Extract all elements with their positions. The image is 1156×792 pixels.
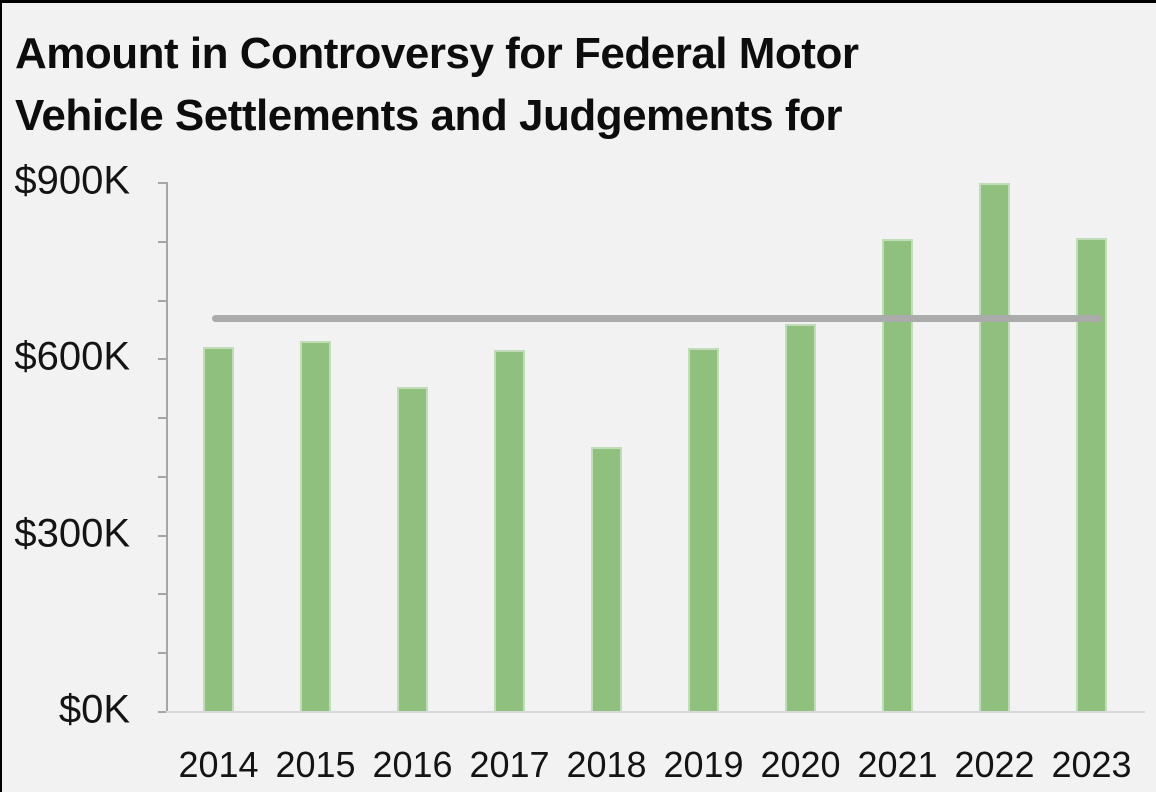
chart-title-line2: Vehicle Settlements and Judgements for	[15, 91, 843, 140]
y-tick-label: $300K	[14, 511, 130, 556]
x-axis-line	[166, 711, 1145, 713]
bar-2018	[591, 446, 622, 711]
y-tick-label: $600K	[14, 334, 130, 379]
x-tick-label: 2021	[857, 744, 938, 785]
bar-2020	[785, 324, 816, 711]
average-reference-line	[212, 315, 1102, 323]
x-tick-label: 2014	[178, 744, 259, 785]
x-tick-label: 2019	[663, 744, 744, 785]
x-tick-label: 2020	[760, 744, 841, 785]
y-axis-tick	[158, 652, 166, 655]
y-axis-tick	[158, 182, 166, 184]
y-axis-tick	[158, 240, 166, 243]
y-tick-label: $0K	[58, 687, 130, 732]
x-tick-label: 2022	[954, 744, 1035, 785]
y-axis-tick	[158, 534, 166, 537]
y-axis-tick	[158, 417, 166, 420]
x-tick-label: 2023	[1051, 744, 1132, 785]
x-tick-label: 2015	[275, 744, 356, 785]
bar-2019	[688, 348, 719, 711]
y-axis-tick	[158, 475, 166, 478]
bar-2022	[979, 183, 1010, 711]
bar-2016	[397, 387, 428, 711]
y-tick-label: $900K	[14, 158, 130, 203]
chart-title: Amount in Controversy for Federal Motor …	[15, 23, 859, 147]
y-axis-tick	[158, 593, 166, 596]
bar-2021	[882, 239, 913, 711]
x-tick-label: 2016	[372, 744, 453, 785]
x-tick-label: 2018	[566, 744, 647, 785]
bar-2015	[300, 341, 331, 711]
y-axis-tick	[158, 711, 166, 713]
y-axis-line	[166, 182, 168, 713]
chart-title-line1: Amount in Controversy for Federal Motor	[15, 29, 859, 78]
bar-2023	[1076, 237, 1107, 711]
bar-2014	[203, 346, 234, 711]
x-tick-label: 2017	[469, 744, 550, 785]
y-axis-tick	[158, 299, 166, 302]
y-axis-tick	[158, 358, 166, 361]
bar-2017	[494, 350, 525, 711]
